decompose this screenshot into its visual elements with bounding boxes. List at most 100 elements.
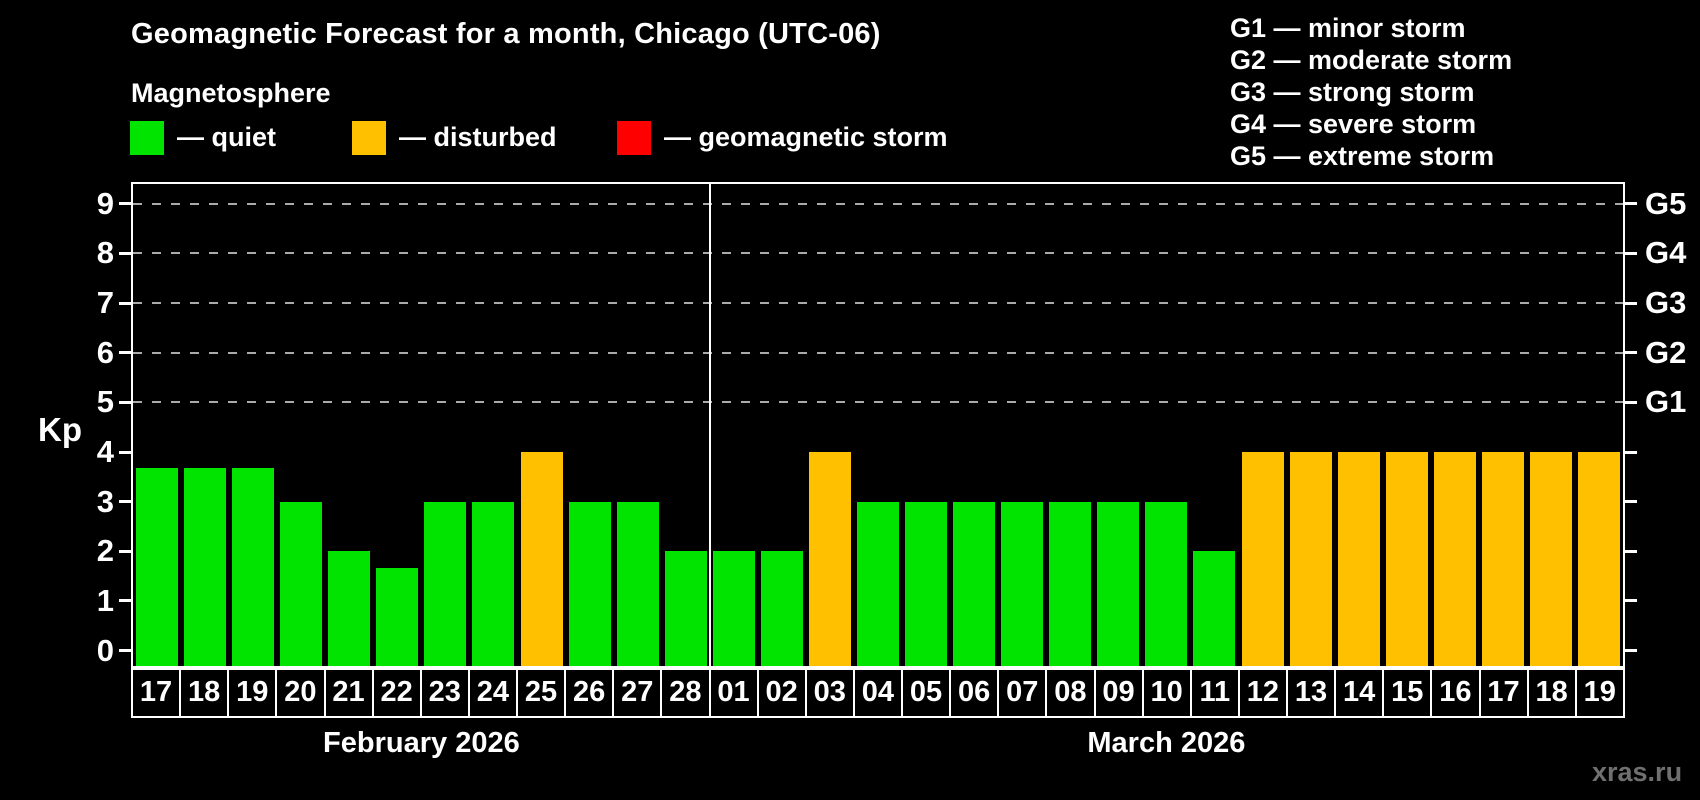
bar-mar-15 — [1385, 452, 1428, 666]
day-label-feb-25: 25 — [516, 668, 567, 718]
g-scale-legend-item-g5: G5 — extreme storm — [1230, 141, 1495, 171]
bar-mar-19 — [1577, 452, 1620, 666]
day-label-mar-12: 12 — [1237, 668, 1288, 718]
legend-label-disturbed: — disturbed — [399, 122, 557, 152]
right-axis-label-g5: G5 — [1645, 185, 1687, 221]
plot-area — [131, 182, 1625, 668]
day-label-mar-02: 02 — [756, 668, 807, 718]
bar-mar-07 — [1001, 501, 1044, 666]
y-axis-tick-9 — [119, 202, 131, 206]
right-axis-label-g1: G1 — [1645, 384, 1687, 420]
y-axis-tick-label-7: 7 — [96, 285, 114, 321]
y-axis-tick-label-6: 6 — [96, 334, 114, 370]
legend-label-quiet: — quiet — [177, 122, 276, 152]
bar-mar-18 — [1529, 452, 1572, 666]
bar-feb-19 — [232, 468, 275, 666]
day-label-mar-04: 04 — [852, 668, 903, 718]
storm-color-swatch — [617, 120, 651, 155]
day-label-feb-27: 27 — [612, 668, 663, 718]
y-axis-tick-4 — [119, 450, 131, 454]
day-label-feb-22: 22 — [371, 668, 422, 718]
right-axis-tick-5 — [1623, 400, 1637, 404]
day-label-mar-01: 01 — [708, 668, 759, 718]
y-axis-tick-2 — [119, 549, 131, 553]
y-axis-tick-8 — [119, 251, 131, 255]
day-label-mar-05: 05 — [901, 668, 952, 718]
y-axis-tick-6 — [119, 351, 131, 355]
day-label-mar-08: 08 — [1045, 668, 1096, 718]
right-axis-tick-6 — [1623, 351, 1637, 355]
right-axis-tick-7 — [1623, 301, 1637, 305]
right-axis-label-g2: G2 — [1645, 334, 1687, 370]
right-axis-tick-3 — [1623, 500, 1637, 504]
y-axis-tick-3 — [119, 500, 131, 504]
day-label-mar-15: 15 — [1382, 668, 1433, 718]
bar-feb-24 — [472, 501, 515, 666]
day-label-mar-07: 07 — [997, 668, 1048, 718]
legend-item-storm: — geomagnetic storm — [617, 120, 948, 155]
x-axis-day-labels: 17 18 19 20 21 22 23 24 25 26 27 28 01 02 03 04 05 06 07 08… — [131, 668, 1625, 718]
g-scale-legend-item-g3: G3 — strong storm — [1230, 77, 1475, 107]
day-label-feb-20: 20 — [275, 668, 326, 718]
y-axis-tick-label-9: 9 — [96, 185, 114, 221]
bar-mar-16 — [1433, 452, 1476, 666]
day-label-feb-24: 24 — [467, 668, 518, 718]
right-axis-tick-8 — [1623, 251, 1637, 255]
day-label-feb-26: 26 — [564, 668, 615, 718]
bar-feb-27 — [616, 501, 659, 666]
bar-feb-21 — [328, 551, 371, 666]
month-label-mar: March 2026 — [1087, 727, 1246, 759]
y-axis-label-kp: Kp — [38, 411, 82, 448]
bar-feb-22 — [376, 567, 419, 666]
g-scale-legend-item-g2: G2 — moderate storm — [1230, 45, 1513, 75]
day-label-feb-23: 23 — [419, 668, 470, 718]
legend-label-storm: — geomagnetic storm — [664, 122, 948, 152]
g-scale-legend-item-g4: G4 — severe storm — [1230, 109, 1477, 139]
y-axis-tick-label-4: 4 — [96, 434, 114, 470]
right-axis-tick-9 — [1623, 202, 1637, 206]
bar-feb-20 — [280, 501, 323, 666]
bar-mar-17 — [1481, 452, 1524, 666]
day-label-mar-03: 03 — [804, 668, 855, 718]
y-axis-tick-7 — [119, 301, 131, 305]
y-axis-tick-1 — [119, 599, 131, 603]
day-label-mar-09: 09 — [1093, 668, 1144, 718]
day-label-mar-18: 18 — [1526, 668, 1577, 718]
legend-item-disturbed: — disturbed — [352, 120, 557, 155]
y-axis-tick-label-3: 3 — [96, 483, 114, 519]
right-axis-label-g4: G4 — [1645, 235, 1687, 271]
day-label-mar-16: 16 — [1430, 668, 1481, 718]
y-axis-tick-label-2: 2 — [96, 533, 114, 569]
y-axis-tick-label-0: 0 — [96, 632, 114, 668]
right-axis-tick-4 — [1623, 450, 1637, 454]
day-label-feb-17: 17 — [131, 668, 182, 718]
y-axis-tick-label-1: 1 — [96, 582, 114, 618]
day-label-feb-19: 19 — [227, 668, 278, 718]
gridline-kp5 — [133, 401, 1623, 404]
y-axis-tick-label-8: 8 — [96, 235, 114, 271]
chart-subtitle: Magnetosphere — [131, 78, 331, 108]
bar-feb-23 — [424, 501, 467, 666]
bar-mar-12 — [1241, 452, 1284, 666]
day-label-mar-11: 11 — [1189, 668, 1240, 718]
bar-mar-11 — [1193, 551, 1236, 666]
bar-mar-06 — [953, 501, 996, 666]
disturbed-color-swatch — [352, 120, 386, 155]
g-scale-legend-item-g1: G1 — minor storm — [1230, 13, 1466, 43]
bar-feb-25 — [520, 452, 563, 666]
bar-mar-05 — [905, 501, 948, 666]
bar-mar-14 — [1337, 452, 1380, 666]
day-label-mar-10: 10 — [1141, 668, 1192, 718]
right-axis-tick-2 — [1623, 549, 1637, 553]
bar-feb-18 — [184, 468, 227, 666]
g-scale-legend: G1 — minor storm G2 — moderate storm G3 — … — [1230, 12, 1512, 172]
day-label-feb-28: 28 — [660, 668, 711, 718]
y-axis-tick-label-5: 5 — [96, 384, 114, 420]
bar-feb-28 — [664, 551, 707, 666]
y-axis-tick-5 — [119, 400, 131, 404]
bar-mar-10 — [1145, 501, 1188, 666]
quiet-color-swatch — [130, 120, 164, 155]
gridline-kp6 — [133, 351, 1623, 354]
day-label-mar-19: 19 — [1574, 668, 1625, 718]
